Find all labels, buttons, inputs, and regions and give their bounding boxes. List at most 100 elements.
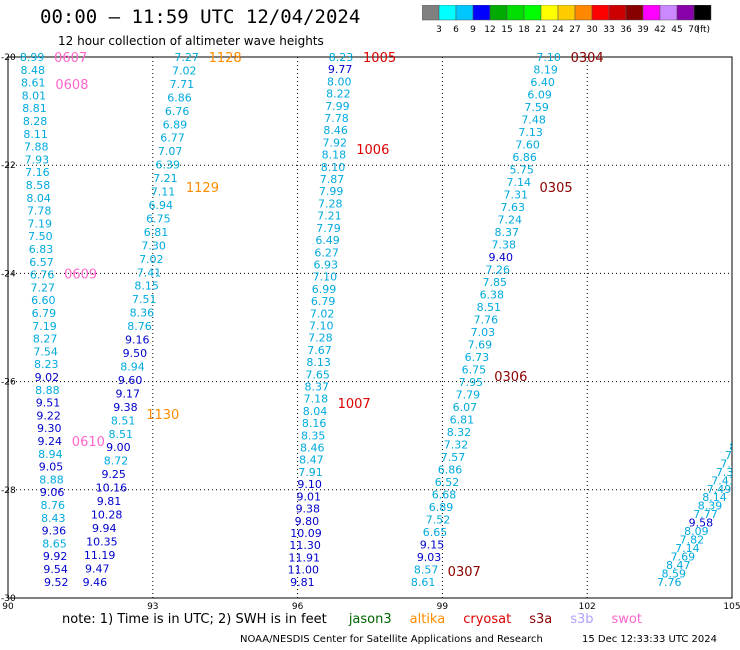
wave-height-value: 8.46 [323, 124, 348, 137]
wave-height-value: 9.15 [420, 538, 445, 551]
wave-height-value: 9.02 [35, 371, 60, 384]
wave-height-value: 11.19 [84, 549, 116, 562]
wave-height-value: 7.27 [30, 281, 55, 294]
wave-height-value: 9.77 [328, 63, 353, 76]
wave-height-value: 6.76 [30, 269, 55, 282]
wave-height-value: 8.43 [41, 512, 66, 525]
wave-height-value: 9.51 [36, 397, 61, 410]
chart-subtitle: 12 hour collection of altimeter wave hei… [58, 34, 324, 48]
satellite-label-swot: swot [611, 612, 642, 627]
y-tick-label: -24 [1, 269, 16, 279]
wave-height-value: 9.50 [123, 347, 148, 360]
wave-height-value: 6.86 [167, 91, 192, 104]
wave-height-value: 9.24 [38, 435, 63, 448]
wave-height-value: 7.92 [323, 136, 348, 149]
wave-height-value: 6.81 [144, 226, 169, 239]
wave-height-value: 7.21 [153, 172, 178, 185]
wave-height-value: 9.03 [417, 551, 442, 564]
wave-height-value: 7.99 [319, 185, 344, 198]
wave-height-value: 6.81 [450, 413, 475, 426]
wave-height-value: 7.30 [141, 239, 166, 252]
wave-height-value: 8.76 [127, 320, 152, 333]
legend-tick: 42 [654, 25, 665, 35]
wave-height-value: 7.26 [486, 263, 511, 276]
wave-height-value: 8.04 [303, 405, 328, 418]
wave-height-value: 7.63 [500, 201, 525, 214]
wave-height-value: 6.77 [160, 132, 185, 145]
wave-height-value: 6.83 [29, 243, 54, 256]
wave-height-value: 8.72 [104, 455, 129, 468]
wave-height-value: 9.06 [40, 486, 65, 499]
wave-height-value: 6.07 [453, 401, 478, 414]
wave-height-value: 8.09 [684, 525, 709, 538]
wave-height-value: 8.48 [20, 64, 45, 77]
wave-height-value: 7.41 [137, 266, 162, 279]
wave-height-value: 7.87 [320, 173, 345, 186]
wave-height-value: 8.94 [38, 448, 63, 461]
wave-height-value: 11.30 [289, 539, 321, 552]
wave-height-value: 7.28 [308, 332, 333, 345]
wave-height-value: 8.99 [20, 51, 45, 64]
wave-height-value: 9.94 [92, 522, 117, 535]
wave-height-value: 7.49 [707, 483, 732, 496]
wave-height-value: 7.79 [456, 388, 481, 401]
wave-height-value: 9.81 [290, 576, 315, 589]
wave-height-value: 7.38 [492, 238, 517, 251]
wave-height-value: 9.38 [113, 401, 138, 414]
legend-tick: 6 [453, 25, 459, 35]
wave-height-value: 7.76 [657, 576, 682, 589]
pass-time-label: 0305 [540, 181, 573, 196]
wave-height-value: 6.99 [312, 283, 337, 296]
wave-height-value: 8.37 [305, 381, 330, 394]
legend-tick: 12 [484, 25, 495, 35]
x-tick-label: 99 [437, 602, 449, 612]
wave-height-value: 6.94 [148, 199, 173, 212]
wave-height-value: 9.52 [44, 576, 69, 589]
wave-height-value: 7.14 [506, 176, 531, 189]
wave-height-value: 8.00 [327, 75, 352, 88]
wave-height-value: 6.86 [512, 151, 537, 164]
wave-height-value: 6.75 [146, 212, 171, 225]
wave-height-value: 7.07 [158, 145, 183, 158]
legend-tick: 24 [552, 25, 564, 35]
wave-height-value: 6.76 [165, 105, 190, 118]
wave-height-value: 8.01 [22, 89, 47, 102]
wave-height-value: 6.52 [435, 476, 460, 489]
wave-height-value: 9.54 [43, 563, 68, 576]
wave-height-value: 7.59 [524, 101, 549, 114]
wave-height-value: 9.58 [689, 517, 714, 530]
timestamp-text: 15 Dec 12:33:33 UTC 2024 [582, 634, 717, 645]
footer-note: note: 1) Time is in UTC; 2) SWH is in fe… [62, 612, 646, 627]
wave-height-value: 6.38 [480, 288, 505, 301]
wave-height-value: 7.99 [325, 100, 350, 113]
wave-height-value: 8.59 [662, 567, 687, 580]
wave-height-value: 7.10 [309, 319, 334, 332]
wave-height-value: 7.95 [459, 376, 484, 389]
pass-time-label: 0307 [448, 565, 481, 580]
wave-height-value: 8.11 [23, 128, 48, 141]
wave-height-value: 8.61 [411, 576, 436, 589]
pass-time-label: 1130 [146, 408, 179, 423]
wave-height-value: 10.16 [96, 482, 128, 495]
wave-height-value: 7.71 [170, 78, 195, 91]
wave-height-value: 9.05 [39, 461, 64, 474]
wave-height-value: 7.52 [426, 513, 451, 526]
plot-frame [7, 56, 733, 599]
wave-height-value: 7.10 [313, 271, 338, 284]
wave-height-value: 9.25 [101, 468, 126, 481]
wave-height-value: 8.16 [302, 417, 327, 430]
wave-height-value: 8.88 [39, 473, 64, 486]
satellite-label-s3a: s3a [529, 612, 553, 627]
wave-height-value: 7.60 [515, 138, 540, 151]
wave-height-value: 7.31 [503, 188, 528, 201]
wave-height-value: 7.24 [497, 213, 522, 226]
wave-height-value: 7.76 [474, 313, 499, 326]
credit-text: NOAA/NESDIS Center for Satellite Applica… [240, 634, 543, 645]
wave-height-value: 10.09 [290, 527, 322, 540]
wave-height-value: 7.69 [671, 550, 696, 563]
pass-time-label: 0607 [54, 51, 87, 66]
wave-height-value: 9.22 [36, 409, 61, 422]
wave-height-value: 7.10 [536, 51, 561, 64]
wave-height-value: 8.76 [40, 499, 65, 512]
wave-height-value: 7.27 [174, 51, 199, 64]
